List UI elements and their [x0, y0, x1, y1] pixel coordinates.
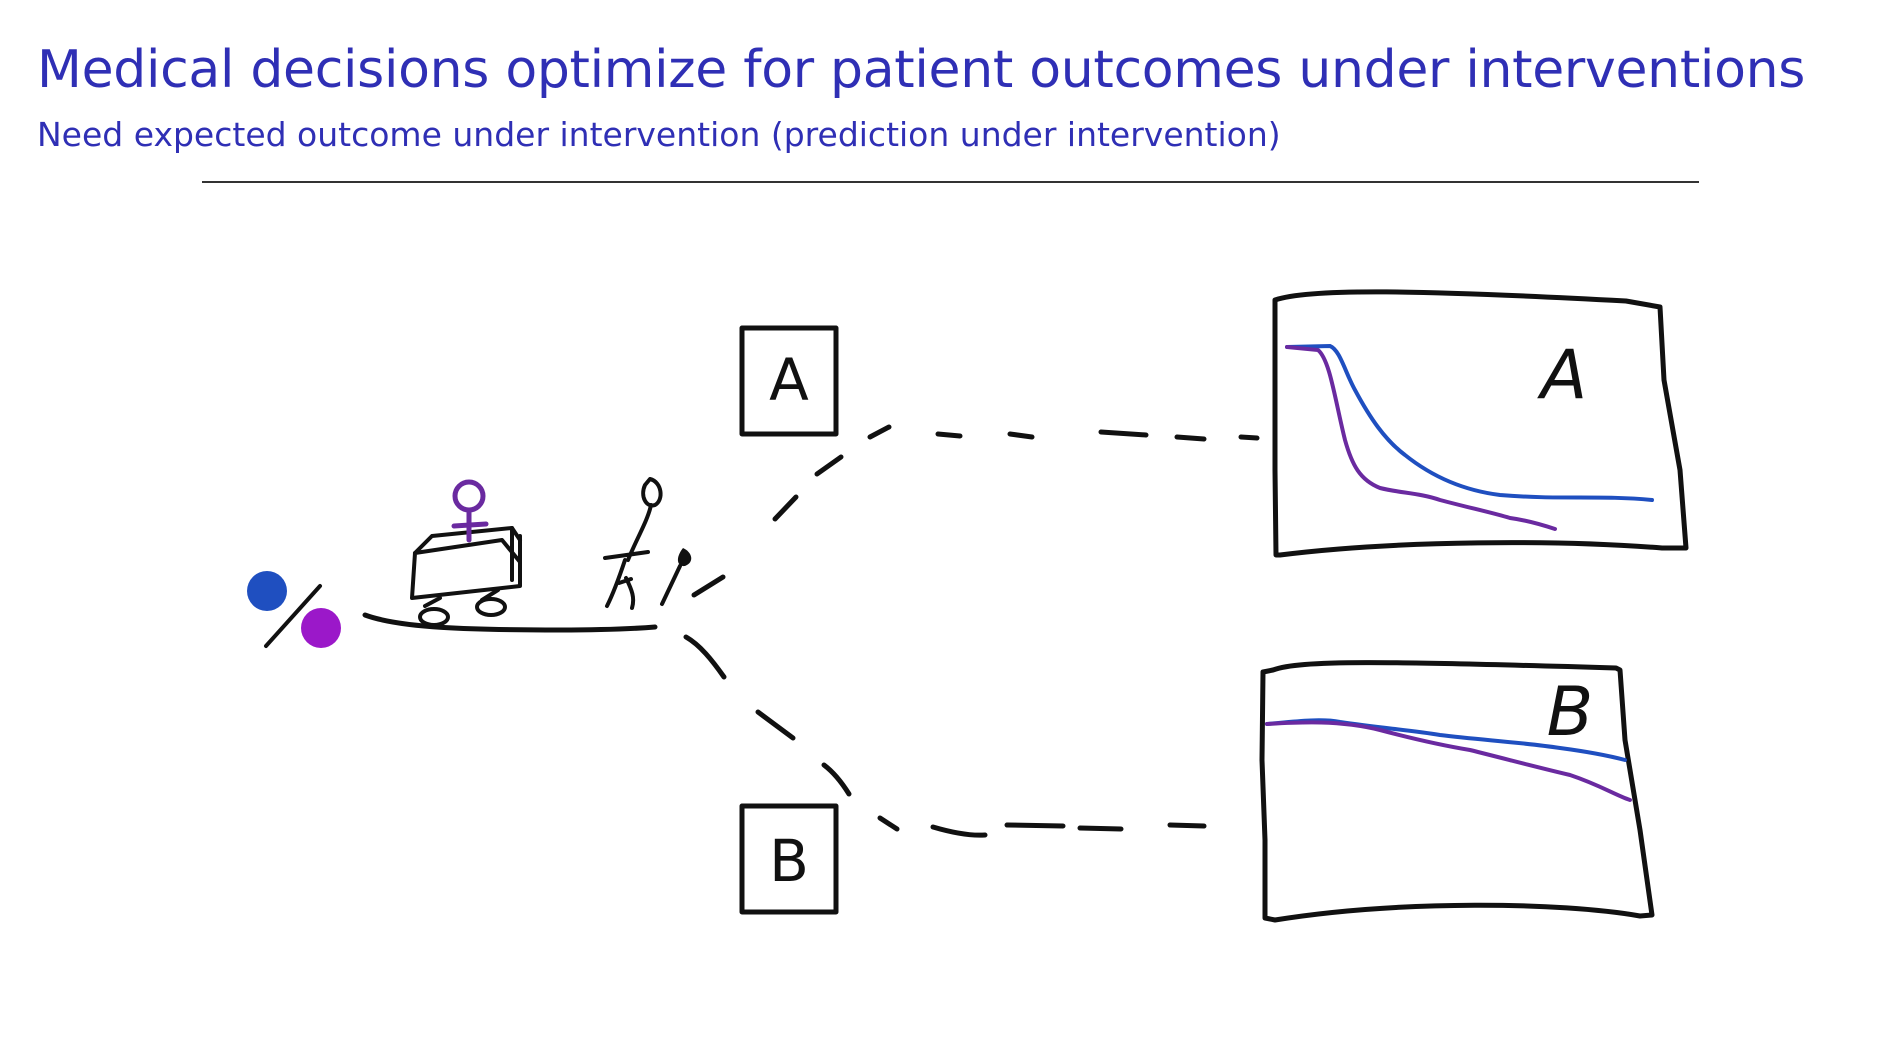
- outcome-panel-a: A: [1272, 289, 1689, 558]
- survival-curve-purple-b: [1265, 720, 1632, 802]
- decision-box-b-label: B: [769, 827, 809, 895]
- doctor-figure: [603, 477, 692, 610]
- slide-subtitle: Need expected outcome under intervention…: [37, 115, 1281, 154]
- purple-dot: [301, 608, 341, 648]
- survival-curve-blue-b: [1265, 718, 1627, 762]
- blue-dot: [247, 571, 287, 611]
- outcome-panel-b: B: [1259, 660, 1655, 923]
- dashed-path-to-b: [683, 634, 1207, 838]
- survival-curve-blue-a: [1285, 343, 1654, 502]
- title-divider: [202, 181, 1699, 183]
- outcome-panel-b-label: B: [1547, 673, 1594, 752]
- timeline-line: [362, 612, 658, 633]
- decision-box-a: A: [739, 325, 839, 437]
- slide-title: Medical decisions optimize for patient o…: [37, 40, 1806, 100]
- female-patient-icon: [451, 479, 489, 543]
- percent-slash: [264, 584, 322, 648]
- survival-curve-purple-a: [1285, 345, 1557, 531]
- decision-box-a-label: A: [769, 346, 809, 414]
- outcome-panel-a-label: A: [1537, 336, 1588, 415]
- percent-symbol: [247, 571, 341, 648]
- patient-bed-sketch: [410, 479, 522, 627]
- decision-box-b: B: [739, 803, 839, 915]
- dashed-path-to-a: [691, 424, 1260, 598]
